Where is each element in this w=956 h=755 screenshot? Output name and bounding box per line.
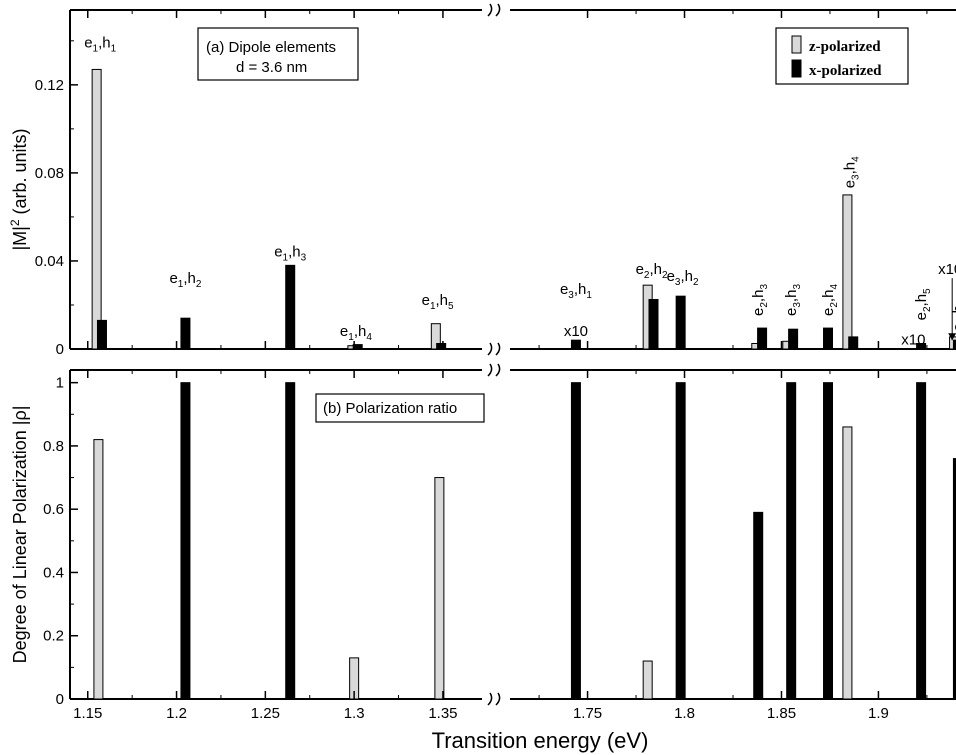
x-polarized-bar-panel-b [675,382,686,700]
axis-break-gap [482,4,510,16]
panel-a-y-tick-label: 0.12 [35,77,64,94]
x-polarized-bar-panel-b [570,382,581,700]
x-tick-label: 1.15 [73,705,102,722]
x-polarized-bar-panel-b [823,382,834,700]
x-polarized-bar-panel-b [285,382,296,700]
x-tick-label: 1.25 [251,705,280,722]
bar-marks [91,68,956,700]
transition-label: e1,h1 [84,34,116,54]
transition-label: e2,h4 [820,284,840,316]
panel-b-y-axis-title: Degree of Linear Polarization |ρ| [10,406,30,664]
transition-label: e3,h2 [667,268,699,288]
transition-label: e3,h1 [560,281,592,301]
x-polarized-bar-panel-a [96,319,107,350]
transition-label: e1,h2 [169,270,201,290]
panel-b-y-tick-label: 0.8 [43,438,64,455]
axis-break-mark [487,3,493,17]
x-polarized-bar-panel-a [788,328,799,350]
panel-b-title-box [315,393,485,423]
x-polarized-bar-panel-b [180,382,191,700]
transition-label: e3,h5 [950,299,956,331]
x-polarized-bar-panel-a [823,327,834,350]
panel-b-y-tick-label: 0 [56,691,64,708]
legend-swatch-z [791,35,802,54]
x-tick-label: 1.75 [573,705,602,722]
transition-label: e1,h5 [422,292,454,312]
transition-label: e2,h3 [750,284,770,316]
multiplier-arrow-head [948,333,956,341]
panel-a-subtitle: d = 3.6 nm [236,59,307,76]
transition-label: e1,h3 [274,244,306,264]
x-polarized-bar-panel-a [848,336,859,350]
axis-break-mark [487,342,493,356]
panel-b-title: (b) Polarization ratio [323,400,457,417]
legend-label-z: z-polarized [809,39,881,55]
z-polarized-bar-panel-a [842,194,853,350]
legend-label-x: x-polarized [809,63,882,79]
x-polarized-bar-panel-a [352,344,363,350]
x-polarized-bar-panel-b [916,382,927,700]
z-polarized-bar-panel-b [93,439,104,700]
axis-break-mark [495,342,501,356]
chart-text: 0 0.04 0.08 0.12 (a) Dipole elements d = 3.6 … [8,27,956,722]
x-polarized-bar-panel-b [952,458,956,700]
z-polarized-bar-panel-a [91,68,102,350]
z-polarized-bar-panel-b [434,477,445,700]
panel-a-y-axis-title: |M|2 (arb. units) [8,128,30,250]
z-polarized-bar-panel-a [430,323,441,350]
multiplier-label: x10 [938,261,956,278]
axis-break-mark [495,692,501,706]
panel-b-y-tick-label: 1 [56,375,64,392]
axis-break-marks [482,3,510,706]
x-tick-label: 1.8 [674,705,695,722]
x-polarized-bar-panel-a [570,339,581,350]
x-polarized-bar-panel-a [675,295,686,350]
transition-label: e1,h4 [340,323,372,343]
x-tick-label: 1.85 [767,705,796,722]
x-tick-label: 1.9 [868,705,889,722]
transition-label: e2,h2 [636,261,668,281]
x-polarized-bar-panel-a [180,317,191,350]
x-polarized-bar-panel-a [757,327,768,350]
x-polarized-bar-panel-a [436,342,447,350]
x-polarized-bar-panel-a [648,298,659,350]
axis-break-gap [482,693,510,705]
x-polarized-bar-panel-a [952,339,956,350]
panel-b-y-tick-label: 0.4 [43,564,64,581]
panel-b-y-tick-label: 0.6 [43,501,64,518]
axis-break-mark [487,692,493,706]
x-tick-label: 1.3 [344,705,365,722]
x-polarized-bar-panel-b [786,382,797,700]
multiplier-label: x10 [901,332,925,349]
panel-a-y-tick-label: 0.04 [35,253,64,270]
x-tick-label: 1.35 [428,705,457,722]
panel-b-y-tick-label: 0.2 [43,628,64,645]
transition-label: e2,h5 [913,288,933,320]
transition-label: e3,h3 [783,284,803,316]
axis-break-mark [487,363,493,377]
transition-label: e3,h4 [841,156,861,188]
legend-swatch-x [791,59,802,78]
x-polarized-bar-panel-a [285,264,296,350]
panel-a-y-tick-label: 0 [56,341,64,358]
x-polarized-bar-panel-a [916,342,927,350]
axis-break-gap [482,343,510,355]
axis-break-mark [495,3,501,17]
panel-a-y-tick-label: 0.08 [35,165,64,182]
axis-break-mark [495,363,501,377]
x-tick-label: 1.2 [166,705,187,722]
x-polarized-bar-panel-b [753,511,764,700]
multiplier-label: x10 [564,323,588,340]
axis-break-gap [482,364,510,376]
panel-a-title-box [197,27,359,81]
z-polarized-bar-panel-b [642,660,653,700]
z-polarized-bar-panel-b [842,426,853,700]
panel-a-title: (a) Dipole elements [206,39,336,56]
x-axis-title: Transition energy (eV) [432,728,649,753]
